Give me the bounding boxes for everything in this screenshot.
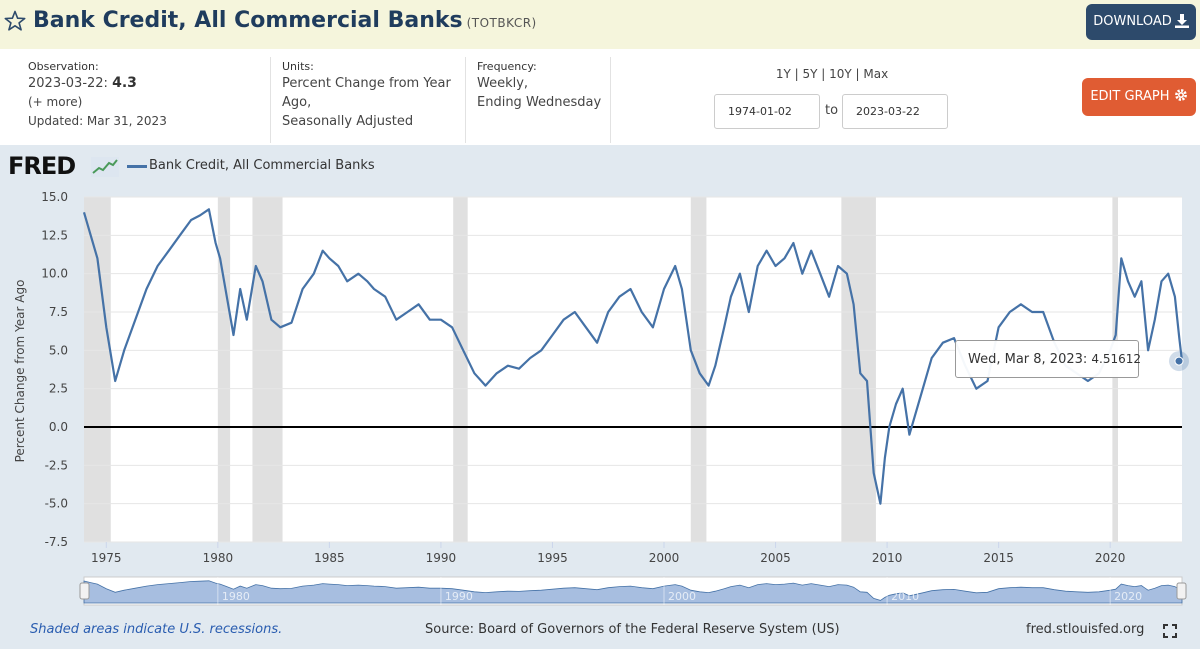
to-label: to	[825, 103, 839, 118]
units-block: Units: Percent Change from Year Ago, Sea…	[282, 59, 451, 131]
x-tick-label: 1995	[537, 551, 568, 565]
y-axis-label: Percent Change from Year Ago	[13, 279, 27, 463]
recession-band	[453, 197, 468, 542]
title-text: Bank Credit, All Commercial Banks	[33, 8, 463, 33]
recession-band	[252, 197, 283, 542]
fred-logo-graph-icon	[91, 157, 119, 177]
recession-band	[84, 197, 111, 542]
units-line: Seasonally Adjusted	[282, 114, 414, 129]
end-date-input[interactable]: 2023-03-22	[842, 94, 948, 129]
star-icon[interactable]	[3, 9, 27, 33]
divider	[465, 57, 466, 143]
fred-logo[interactable]: FRED	[8, 152, 76, 180]
start-date-input[interactable]: 1974-01-02	[714, 94, 820, 129]
y-axis-ticks: 15.0 12.5 10.0 7.5 5.0 2.5 0.0 -2.5 -5.0 -7.5	[41, 190, 68, 549]
divider	[610, 57, 611, 143]
x-tick-label: 1985	[314, 551, 345, 565]
header-bar: Bank Credit, All Commercial Banks (TOTBKC…	[0, 0, 1200, 49]
y-tick-label: -7.5	[45, 535, 68, 549]
x-tick-label: 2010	[872, 551, 903, 565]
x-tick-label: 1975	[91, 551, 122, 565]
tooltip: Wed, Mar 8, 2023: 4.51612	[955, 340, 1142, 378]
recession-band	[841, 197, 876, 542]
navigator-tick-label: 2010	[891, 590, 919, 603]
x-tick-label: 2020	[1095, 551, 1126, 565]
range-links[interactable]: 1Y | 5Y | 10Y | Max	[775, 67, 889, 81]
observation-label: Observation:	[28, 60, 99, 73]
updated-text: Updated: Mar 31, 2023	[28, 114, 167, 128]
y-tick-label: 7.5	[49, 305, 68, 319]
navigator-left-handle[interactable]	[79, 582, 90, 600]
legend-swatch	[127, 165, 147, 168]
legend-label[interactable]: Bank Credit, All Commercial Banks	[149, 158, 375, 173]
frequency-line: Weekly,	[477, 76, 529, 91]
download-label: DOWNLOAD	[1093, 14, 1172, 29]
observation-date: 2023-03-22:	[28, 76, 108, 91]
recession-band	[217, 197, 231, 542]
frequency-line: Ending Wednesday	[477, 95, 602, 110]
frequency-block: Frequency: Weekly, Ending Wednesday	[477, 59, 601, 112]
recession-note: Shaded areas indicate U.S. recessions.	[30, 622, 283, 637]
units-line: Percent Change from Year	[282, 76, 451, 91]
navigator-right-handle[interactable]	[1176, 582, 1187, 600]
y-tick-label: -2.5	[45, 458, 68, 472]
y-tick-label: 10.0	[41, 267, 68, 281]
units-line: Ago,	[282, 95, 312, 110]
observation-block: Observation: 2023-03-22: 4.3 (+ more) Up…	[28, 59, 167, 131]
y-tick-label: -5.0	[45, 497, 68, 511]
x-tick-label: 2000	[649, 551, 680, 565]
navigator-tick-label: 2000	[668, 590, 696, 603]
tooltip-value: 4.51612	[1091, 352, 1142, 366]
page-title: Bank Credit, All Commercial Banks (TOTBKC…	[33, 8, 537, 33]
y-tick-label: 15.0	[41, 190, 68, 204]
units-label: Units:	[282, 60, 314, 73]
hover-point	[1174, 356, 1184, 366]
x-tick-label: 2015	[983, 551, 1014, 565]
y-tick-label: 5.0	[49, 343, 68, 357]
metadata-panel: Observation: 2023-03-22: 4.3 (+ more) Up…	[0, 49, 1200, 145]
fullscreen-icon[interactable]	[1163, 624, 1177, 638]
edit-graph-button[interactable]: EDIT GRAPH	[1082, 78, 1196, 116]
more-link[interactable]: (+ more)	[28, 95, 83, 109]
navigator-ticks: 1980 1990 2000 2010 2020	[217, 577, 1142, 605]
frequency-label: Frequency:	[477, 60, 537, 73]
navigator-tick-label: 1980	[222, 590, 250, 603]
y-tick-label: 0.0	[49, 420, 68, 434]
tooltip-date: Wed, Mar 8, 2023:	[968, 352, 1088, 367]
navigator-tick-label: 1990	[445, 590, 473, 603]
x-tick-label: 1990	[426, 551, 457, 565]
series-id: (TOTBKCR)	[466, 16, 537, 30]
edit-graph-label: EDIT GRAPH	[1090, 89, 1170, 104]
series-line[interactable]	[82, 208, 1184, 505]
divider	[270, 57, 271, 143]
y-tick-label: 12.5	[41, 228, 68, 242]
x-axis-ticks: 1975 1980 1985 1990 1995 2000 2005 2010 2015 2020	[91, 542, 1125, 565]
navigator-tick-label: 2020	[1114, 590, 1142, 603]
source-text: Source: Board of Governors of the Federa…	[425, 622, 840, 637]
gear-icon	[1174, 89, 1187, 101]
download-button[interactable]: DOWNLOAD	[1086, 4, 1196, 40]
navigator-area	[83, 580, 1183, 604]
observation-value: 4.3	[112, 75, 137, 91]
site-link[interactable]: fred.stlouisfed.org	[1026, 622, 1145, 637]
x-tick-label: 2005	[760, 551, 791, 565]
download-icon	[1174, 14, 1189, 28]
x-tick-label: 1980	[203, 551, 234, 565]
y-tick-label: 2.5	[49, 382, 68, 396]
